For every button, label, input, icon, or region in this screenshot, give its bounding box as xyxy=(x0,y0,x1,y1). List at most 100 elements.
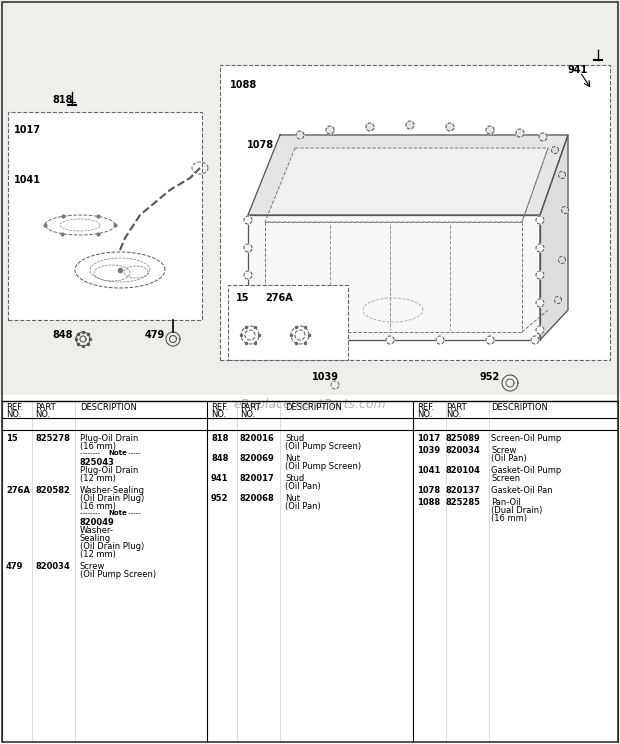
Text: Stud: Stud xyxy=(285,434,304,443)
Text: Gasket-Oil Pump: Gasket-Oil Pump xyxy=(491,466,561,475)
Polygon shape xyxy=(244,244,252,252)
Text: NO.: NO. xyxy=(35,410,50,419)
Polygon shape xyxy=(244,271,252,279)
Text: (Oil Pan): (Oil Pan) xyxy=(285,482,321,491)
Bar xyxy=(0,0,620,395)
Polygon shape xyxy=(536,244,544,252)
Polygon shape xyxy=(486,336,494,344)
Text: REF.: REF. xyxy=(211,403,228,412)
Text: Screen: Screen xyxy=(491,474,520,483)
Text: (Oil Drain Plug): (Oil Drain Plug) xyxy=(80,494,144,503)
Polygon shape xyxy=(245,330,255,340)
Polygon shape xyxy=(531,336,539,344)
Text: 952: 952 xyxy=(211,494,229,503)
Polygon shape xyxy=(536,271,544,279)
Polygon shape xyxy=(248,215,540,340)
Text: eReplacementParts.com: eReplacementParts.com xyxy=(234,398,386,411)
Text: 1017: 1017 xyxy=(417,434,440,443)
Polygon shape xyxy=(295,330,305,340)
Text: 479: 479 xyxy=(145,330,166,340)
Text: 1088: 1088 xyxy=(417,498,440,507)
Text: Washer-: Washer- xyxy=(80,526,114,535)
Text: 941: 941 xyxy=(211,474,229,483)
Polygon shape xyxy=(241,326,259,344)
Polygon shape xyxy=(446,123,454,131)
Polygon shape xyxy=(291,326,309,344)
Text: (Oil Pump Screen): (Oil Pump Screen) xyxy=(285,442,361,451)
Text: (Oil Pump Screen): (Oil Pump Screen) xyxy=(285,462,361,471)
Text: 1078: 1078 xyxy=(417,486,440,495)
Polygon shape xyxy=(559,257,565,263)
Polygon shape xyxy=(248,135,568,215)
Text: Sealing: Sealing xyxy=(80,534,111,543)
Polygon shape xyxy=(265,148,548,222)
Bar xyxy=(8,112,202,320)
Text: 848: 848 xyxy=(211,454,228,463)
Text: Washer-Sealing: Washer-Sealing xyxy=(80,486,145,495)
Polygon shape xyxy=(559,172,565,179)
Text: 1078: 1078 xyxy=(247,140,274,150)
Text: NO.: NO. xyxy=(6,410,21,419)
Polygon shape xyxy=(536,326,544,334)
Polygon shape xyxy=(554,297,562,304)
Text: Screw: Screw xyxy=(491,446,516,455)
Polygon shape xyxy=(366,123,374,131)
Text: Nut: Nut xyxy=(285,454,300,463)
Text: 276A: 276A xyxy=(265,293,293,303)
Text: 820017: 820017 xyxy=(240,474,275,483)
Text: 1041: 1041 xyxy=(14,175,41,185)
Text: 1039: 1039 xyxy=(417,446,440,455)
Text: (Oil Pan): (Oil Pan) xyxy=(491,454,527,463)
Text: Gasket-Oil Pan: Gasket-Oil Pan xyxy=(491,486,552,495)
Text: DESCRIPTION: DESCRIPTION xyxy=(491,403,548,412)
Text: 818: 818 xyxy=(211,434,228,443)
Text: 848: 848 xyxy=(52,330,73,340)
Text: NO.: NO. xyxy=(211,410,226,419)
Text: (16 mm): (16 mm) xyxy=(491,514,527,523)
Text: 1088: 1088 xyxy=(230,80,257,90)
Text: 825278: 825278 xyxy=(35,434,70,443)
Polygon shape xyxy=(386,336,394,344)
Text: 820068: 820068 xyxy=(240,494,275,503)
Polygon shape xyxy=(244,299,252,307)
Polygon shape xyxy=(536,299,544,307)
Polygon shape xyxy=(244,326,252,334)
Polygon shape xyxy=(539,133,547,141)
Text: REF.: REF. xyxy=(417,403,434,412)
Text: 825285: 825285 xyxy=(446,498,481,507)
Polygon shape xyxy=(536,216,544,224)
Text: 276A: 276A xyxy=(6,486,30,495)
Text: NO.: NO. xyxy=(446,410,461,419)
Text: PART: PART xyxy=(35,403,56,412)
Text: REF.: REF. xyxy=(6,403,24,412)
Text: 820034: 820034 xyxy=(446,446,480,455)
Text: (Dual Drain): (Dual Drain) xyxy=(491,506,542,515)
Polygon shape xyxy=(286,336,294,344)
Text: 818: 818 xyxy=(52,95,73,105)
Text: -----: ----- xyxy=(126,510,141,516)
Text: 952: 952 xyxy=(480,372,500,382)
Text: Note: Note xyxy=(108,510,127,516)
Text: (12 mm): (12 mm) xyxy=(80,474,116,483)
Text: 820049: 820049 xyxy=(80,518,115,527)
Text: 1041: 1041 xyxy=(417,466,440,475)
Text: -----: ----- xyxy=(126,450,141,456)
Polygon shape xyxy=(436,336,444,344)
Polygon shape xyxy=(296,131,304,139)
Text: 825043: 825043 xyxy=(80,458,115,467)
Text: NO.: NO. xyxy=(240,410,255,419)
Bar xyxy=(220,65,610,360)
Text: Stud: Stud xyxy=(285,474,304,483)
Polygon shape xyxy=(326,126,334,134)
Text: (16 mm): (16 mm) xyxy=(80,502,116,511)
Text: 820137: 820137 xyxy=(446,486,480,495)
Polygon shape xyxy=(486,126,494,134)
Text: 1017: 1017 xyxy=(14,125,41,135)
Text: 825089: 825089 xyxy=(446,434,480,443)
Text: 820034: 820034 xyxy=(35,562,69,571)
Bar xyxy=(2,399,618,742)
Text: 820582: 820582 xyxy=(35,486,70,495)
Polygon shape xyxy=(244,216,252,224)
Text: Plug-Oil Drain: Plug-Oil Drain xyxy=(80,466,138,475)
Text: --------: -------- xyxy=(80,510,102,516)
